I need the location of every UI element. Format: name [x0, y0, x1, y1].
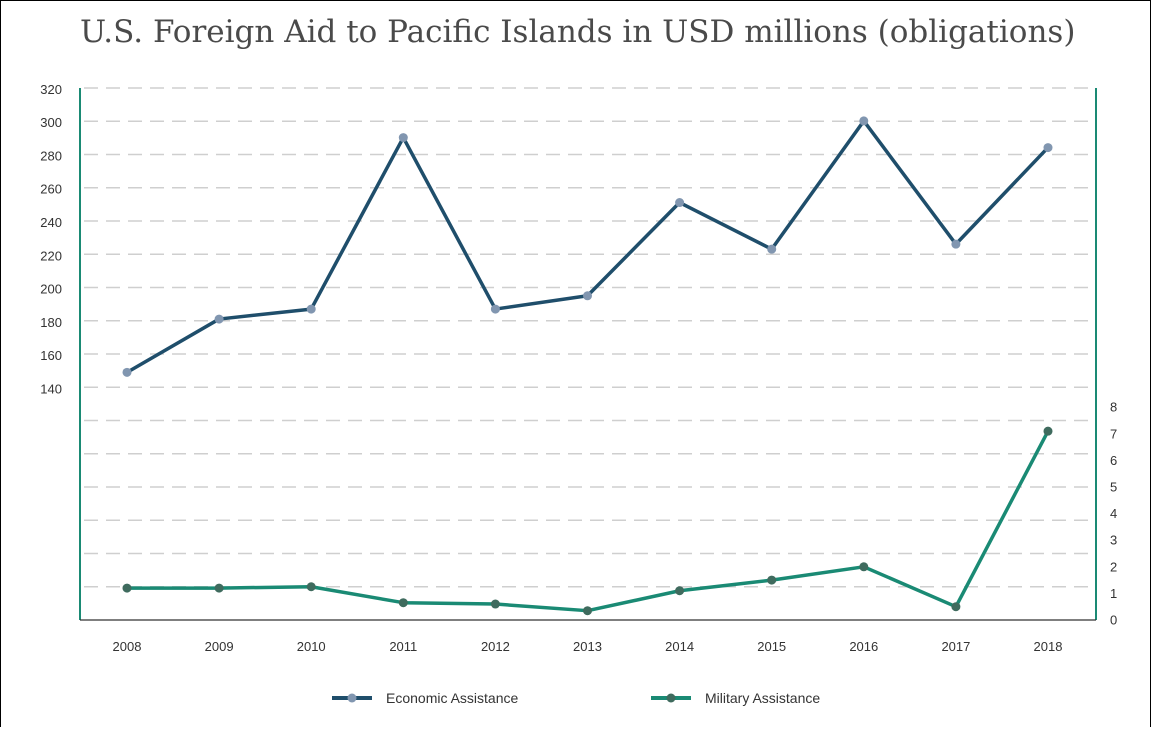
military-data-point — [951, 602, 961, 612]
economic-data-point — [767, 244, 777, 254]
right-axis-tick-label: 1 — [1110, 586, 1117, 601]
economic-legend-label: Economic Assistance — [386, 690, 518, 706]
x-axis-tick-label: 2014 — [665, 639, 694, 654]
left-axis-tick-label: 300 — [40, 115, 62, 130]
military-legend-label: Military Assistance — [705, 690, 820, 706]
x-axis-tick-label: 2015 — [757, 639, 786, 654]
economic-data-point — [122, 367, 132, 377]
right-axis-tick-label: 6 — [1110, 453, 1117, 468]
military-data-point — [214, 583, 224, 593]
military-data-point — [583, 606, 592, 616]
military-data-point — [122, 583, 132, 593]
left-axis-tick-label: 260 — [40, 182, 62, 197]
military-data-point — [398, 598, 408, 608]
x-axis-tick-label: 2018 — [1034, 639, 1063, 654]
x-axis-tick-label: 2011 — [389, 639, 417, 654]
military-data-point — [306, 582, 316, 592]
economic-data-point — [306, 304, 316, 314]
left-axis-tick-label: 140 — [40, 382, 62, 397]
x-axis-tick-label: 2008 — [113, 639, 142, 654]
military-data-point — [490, 599, 500, 609]
economic-data-point — [859, 116, 869, 126]
economic-data-point — [490, 304, 500, 314]
economic-series-line — [126, 119, 1050, 374]
military-data-point — [1043, 426, 1053, 436]
left-axis-tick-label: 220 — [40, 248, 62, 263]
right-axis-tick-label: 8 — [1110, 400, 1117, 415]
economic-data-point — [951, 239, 961, 249]
economic-data-point — [398, 133, 408, 143]
right-axis-tick-label: 7 — [1110, 426, 1117, 441]
left-axis-tick-label: 200 — [40, 282, 62, 297]
military-data-point — [859, 562, 869, 572]
economic-legend-marker — [347, 693, 357, 703]
left-axis-tick-label: 320 — [40, 82, 62, 97]
economic-data-point — [214, 314, 224, 324]
x-axis-tick-label: 2009 — [205, 639, 234, 654]
military-data-point — [675, 586, 685, 596]
left-axis-tick-label: 280 — [40, 148, 62, 163]
x-axis-tick-label: 2013 — [573, 639, 602, 654]
right-axis-tick-label: 2 — [1110, 559, 1117, 574]
economic-data-point — [583, 291, 592, 301]
economic-data-point — [675, 198, 685, 208]
x-axis-tick-label: 2012 — [481, 639, 510, 654]
left-axis-tick-label: 180 — [40, 315, 62, 330]
right-axis-tick-label: 3 — [1110, 533, 1117, 548]
x-axis-tick-label: 2010 — [297, 639, 326, 654]
chart-title: U.S. Foreign Aid to Pacific Islands in U… — [80, 14, 1076, 50]
left-axis-tick-label: 240 — [40, 215, 62, 230]
left-axis-tick-label: 160 — [40, 348, 62, 363]
x-axis-tick-label: 2016 — [849, 639, 878, 654]
economic-data-point — [1043, 143, 1053, 153]
military-data-point — [767, 575, 777, 585]
military-legend-marker — [666, 693, 676, 703]
x-axis-tick-label: 2017 — [941, 639, 970, 654]
right-axis-tick-label: 0 — [1110, 613, 1117, 628]
right-axis-tick-label: 5 — [1110, 480, 1117, 495]
right-axis-tick-label: 4 — [1110, 506, 1117, 521]
